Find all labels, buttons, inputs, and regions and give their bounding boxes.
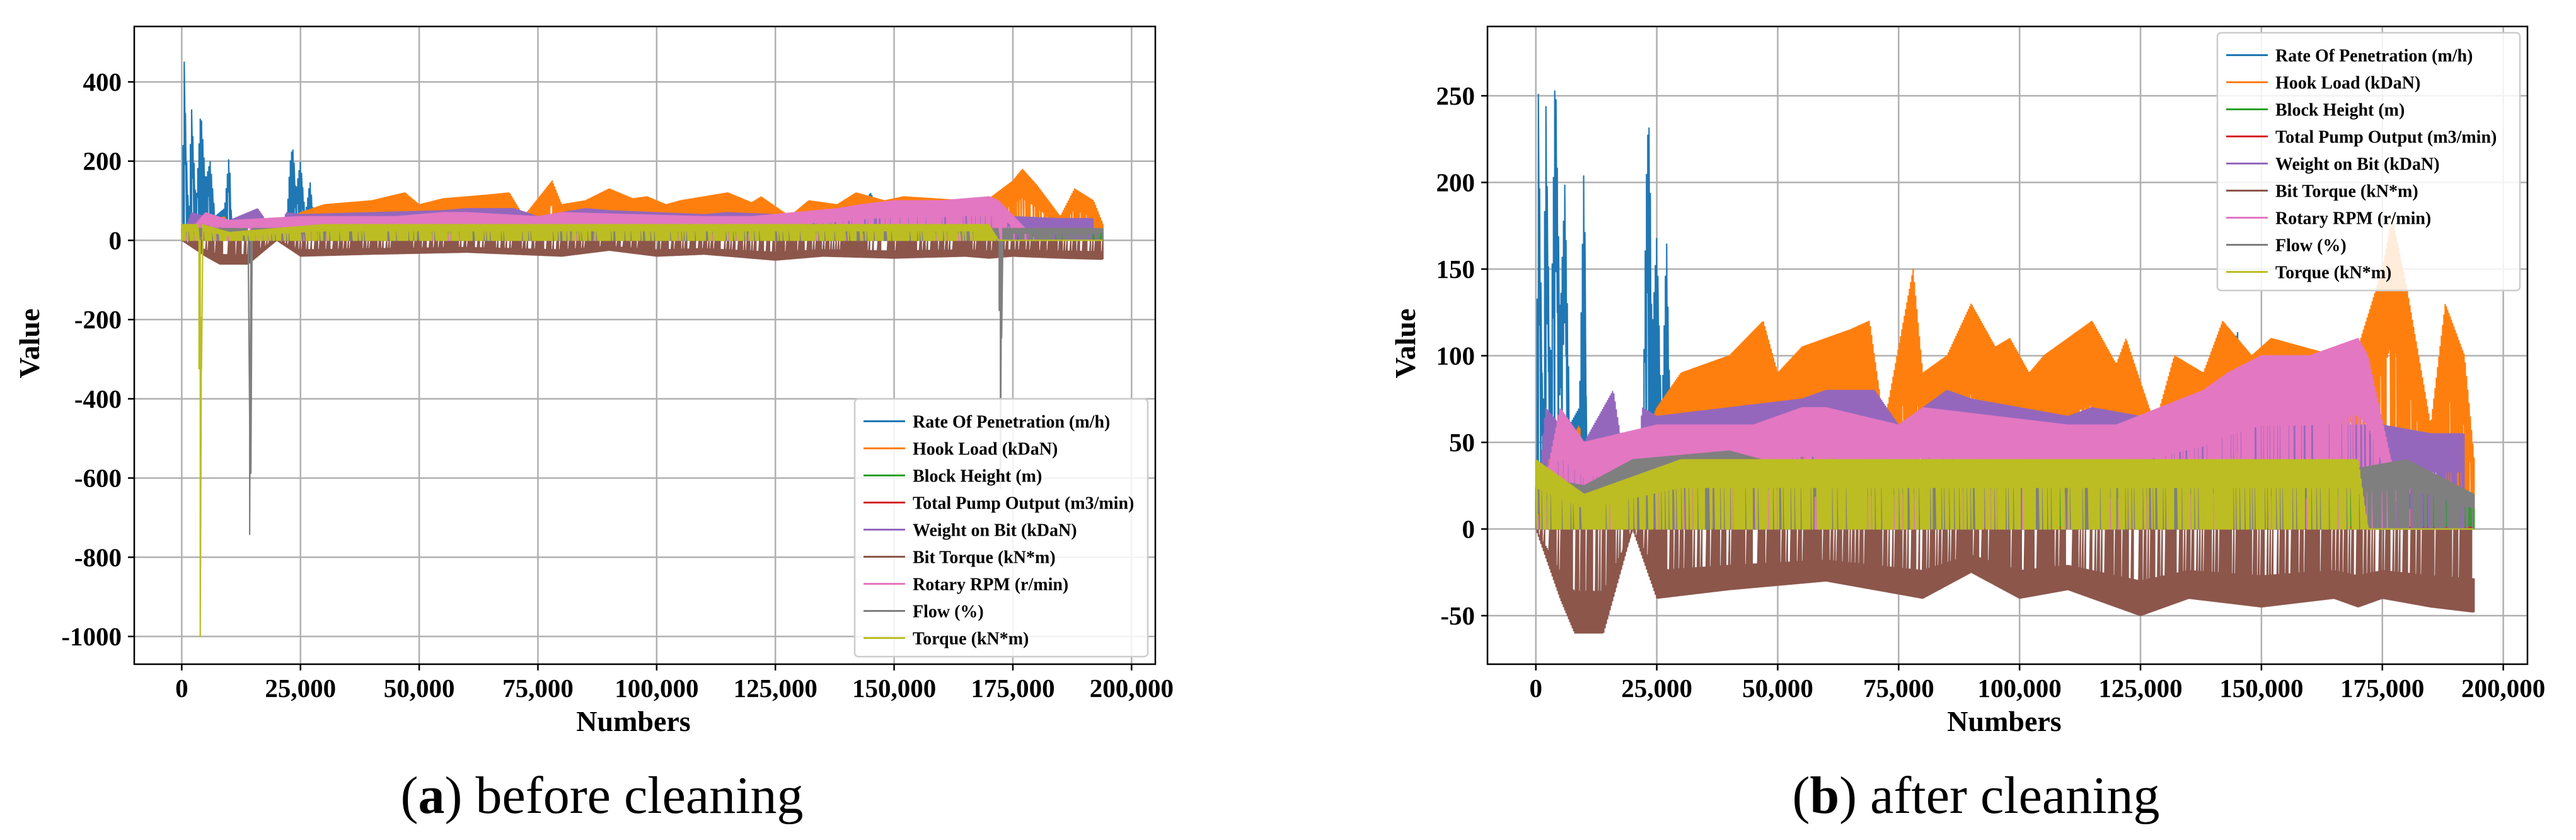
legend-entry-b-8: Torque (kN*m) [2275,263,2391,283]
x-tick-label-b: 100,000 [1978,674,2062,703]
x-tick-label-b: 125,000 [2098,674,2182,703]
y-tick-label-a: -800 [74,543,122,572]
x-tick-label-b: 0 [1529,674,1542,703]
y-tick-label-a: -200 [74,305,122,334]
y-tick-label-a: 200 [83,147,122,176]
y-tick-label-a: -400 [74,384,122,413]
series-lines-b [1535,90,2475,634]
legend-entry-b-1: Hook Load (kDaN) [2275,74,2420,93]
series-line-a-8 [181,224,1103,638]
x-tick-label-a: 175,000 [971,674,1054,703]
x-tick-label-b: 150,000 [2219,674,2303,703]
legend-entry-a-1: Hook Load (kDaN) [913,440,1058,459]
legend-entry-b-2: Block Height (m) [2275,101,2405,120]
x-tick-label-a: 200,000 [1090,674,1174,703]
legend-entry-a-6: Rotary RPM (r/min) [913,575,1068,595]
legend-entry-b-6: Rotary RPM (r/min) [2275,209,2431,229]
legend-entry-b-0: Rate Of Penetration (m/h) [2275,47,2473,66]
x-tick-label-a: 75,000 [502,674,574,703]
y-tick-label-b: -50 [1440,601,1475,630]
legend-box-a [853,398,1149,658]
y-tick-label-b: 100 [1436,342,1476,371]
legend-entry-b-5: Bit Torque (kN*m) [2275,182,2418,202]
x-axis-label-a: Numbers [576,705,690,737]
legend-entry-b-4: Weight on Bit (kDaN) [2275,155,2440,175]
x-tick-label-a: 0 [175,674,188,703]
legend-entry-a-2: Block Height (m) [913,467,1042,486]
plot-frame-b [1486,25,2529,665]
caption-a: (a) before cleaning [400,766,803,825]
ticks-b: 0 25,000 50,000 75,000 100,000 125,000 150,000… [1436,81,2546,703]
legend-entry-b-3: Total Pump Output (m3/min) [2275,128,2497,147]
y-axis-label-a: Value [13,309,45,379]
y-tick-label-a: 0 [109,226,122,255]
y-tick-label-a: 400 [83,67,122,96]
y-tick-label-b: 200 [1436,168,1476,197]
series-line-b-5 [1535,528,2475,634]
caption-text-a: before cleaning [462,766,803,825]
y-tick-label-a: -1000 [61,622,122,651]
y-tick-label-b: 250 [1436,81,1476,110]
y-tick-label-a: -600 [74,464,122,493]
y-axis-label-b: Value [1389,309,1421,379]
series-line-a-5 [182,239,1104,265]
x-tick-label-b: 175,000 [2340,674,2424,703]
legend-entry-b-7: Flow (%) [2275,236,2347,256]
legend-entry-a-8: Torque (kN*m) [913,630,1029,649]
series-b [1535,90,2475,634]
legend-a: Rate Of Penetration (m/h) Hook Load (kDaN… [853,398,1149,658]
series-line-b-8 [1535,459,2475,530]
legend-entry-a-3: Total Pump Output (m3/min) [913,494,1134,514]
x-tick-label-b: 75,000 [1863,674,1934,703]
x-tick-label-a: 50,000 [384,674,455,703]
x-tick-label-b: 200,000 [2461,674,2545,703]
series-a [181,61,1104,638]
chart-a: 0 25,000 50,000 75,000 100,000 125,000 150,000… [13,25,1174,825]
legend-entry-a-5: Bit Torque (kN*m) [913,548,1056,568]
x-tick-label-b: 25,000 [1621,674,1692,703]
x-tick-label-a: 150,000 [852,674,936,703]
ticks-a: 0 25,000 50,000 75,000 100,000 125,000 150,000… [61,67,1174,703]
legend-b: Rate Of Penetration (m/h) Hook Load (kDaN… [2216,32,2521,292]
caption-b: (b) after cleaning [1792,766,2159,825]
legend-box-b [2216,32,2521,292]
x-axis-label-b: Numbers [1947,705,2061,737]
legend-entry-a-7: Flow (%) [913,602,984,622]
x-tick-label-a: 100,000 [615,674,698,703]
legend-entry-a-0: Rate Of Penetration (m/h) [913,413,1110,432]
caption-letter-a: a [418,766,444,825]
series-lines-a [181,61,1104,638]
chart-b: 0 25,000 50,000 75,000 100,000 125,000 150,000… [1389,25,2546,825]
y-tick-label-b: 50 [1449,428,1475,457]
y-tick-label-b: 0 [1462,515,1476,544]
caption-text-b: after cleaning [1857,766,2159,825]
x-tick-label-a: 25,000 [265,674,336,703]
y-tick-label-b: 150 [1436,255,1476,284]
x-tick-label-b: 50,000 [1742,674,1813,703]
x-tick-label-a: 125,000 [734,674,817,703]
plot-frame-a [133,25,1157,665]
legend-entry-a-4: Weight on Bit (kDaN) [913,521,1077,541]
caption-letter-b: b [1810,766,1839,825]
